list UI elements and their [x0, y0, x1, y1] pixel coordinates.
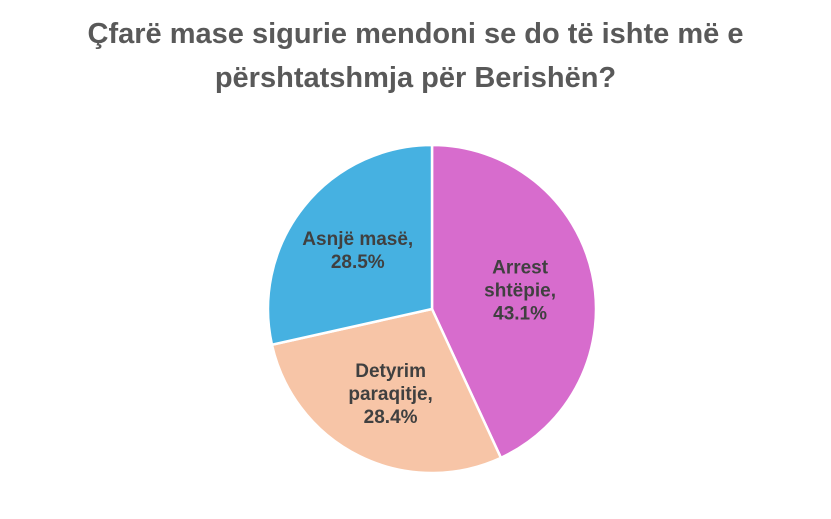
slice-label-1-line-2: 28.4%	[364, 407, 418, 428]
pie-slice-2	[266, 143, 434, 347]
chart-title-line-2: përshtatshmja për Berishën?	[214, 62, 617, 94]
slice-label-1-line-0: Detyrim	[355, 361, 426, 382]
slice-label-0-line-0: Arrest	[492, 258, 549, 279]
chart-title: Çfarë mase sigurie mendoni se do të isht…	[0, 12, 831, 100]
slice-label-2: Asnjë masë, 28.5%	[302, 229, 413, 273]
slice-label-2-line-1: 28.5%	[331, 252, 385, 273]
pie-slice-1	[270, 307, 503, 475]
slice-label-0: Arrest shtëpie, 43.1%	[484, 258, 556, 325]
slice-label-1: Detyrim paraqitje, 28.4%	[348, 361, 432, 428]
pie-slice-0	[430, 143, 598, 460]
slice-label-1-line-1: paraqitje,	[348, 384, 432, 405]
slice-label-2-line-0: Asnjë masë,	[302, 229, 413, 250]
slice-label-0-line-2: 43.1%	[493, 304, 547, 325]
chart-title-line-1: Çfarë mase sigurie mendoni se do të isht…	[87, 18, 744, 50]
slice-label-0-line-1: shtëpie,	[484, 281, 556, 302]
